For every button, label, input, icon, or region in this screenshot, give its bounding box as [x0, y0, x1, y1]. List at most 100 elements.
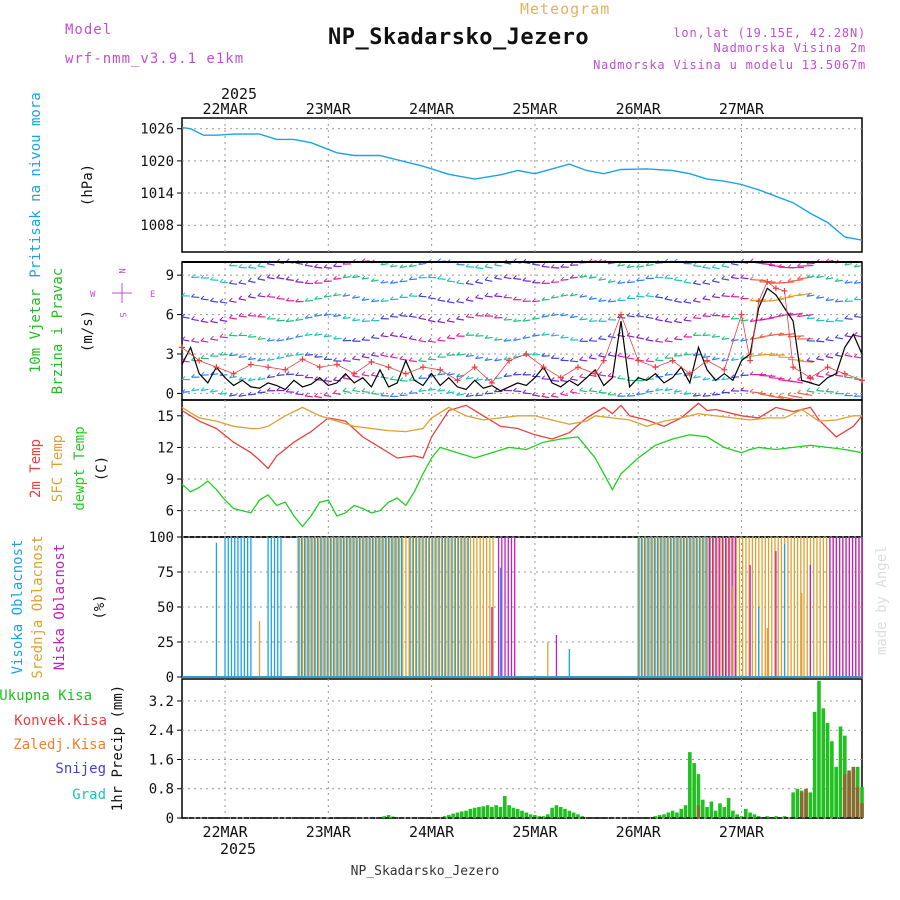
wind-arrow — [759, 374, 776, 377]
wind-arrow-head — [702, 376, 707, 381]
bottom-day-label: 23MAR — [306, 823, 352, 841]
wind-arrow-head — [484, 292, 489, 297]
wind-arrow-head — [285, 336, 290, 340]
wind-arrow — [333, 392, 341, 396]
precip-bar — [546, 814, 550, 818]
wind-arrow — [409, 278, 418, 281]
wind-arrow — [475, 356, 484, 360]
wind-arrow-head — [295, 278, 299, 283]
wind-arrow — [229, 282, 238, 285]
wind-arrow — [210, 390, 218, 393]
precip-bar — [670, 810, 675, 818]
wind-arrow-head — [674, 276, 678, 281]
wind-arrow-head — [816, 387, 820, 391]
wind-arrow-head — [617, 262, 621, 267]
wind-arrow-head — [276, 295, 281, 299]
wind-arrow-head — [266, 337, 271, 342]
wind-arrow — [437, 339, 446, 342]
precip-bar — [718, 803, 722, 818]
wind-arrow — [797, 360, 814, 364]
wind-arrow — [314, 395, 323, 399]
wind-arrow-head — [361, 353, 366, 358]
wind-arrow — [532, 300, 541, 303]
wind-arrow — [768, 376, 785, 380]
wind-arrow-head — [371, 351, 375, 356]
wind-arrow-head — [247, 333, 252, 338]
wind-arrow-head — [636, 312, 640, 317]
wind-arrow — [636, 265, 644, 268]
wind-arrow-head — [636, 263, 640, 268]
wind-arrow-head — [655, 387, 659, 392]
wind-arrow-head — [427, 337, 432, 342]
wind-arrow-head — [238, 312, 243, 317]
wind-arrow — [276, 339, 285, 342]
wind-arrow — [636, 315, 645, 318]
wind-arrow — [267, 358, 275, 362]
wind-arrow — [683, 281, 692, 284]
wind-arrow-head — [247, 312, 252, 316]
wind-arrow-head — [456, 298, 460, 302]
wind-arrow-head — [674, 388, 678, 393]
wind-arrow-head — [408, 312, 413, 317]
wind-arrow — [607, 335, 616, 339]
precip-bar — [756, 816, 761, 818]
wind-arrow — [835, 279, 843, 283]
wind-arrow-head — [200, 371, 205, 376]
wind-arrow — [229, 376, 237, 379]
wind-arrow — [465, 394, 474, 398]
wind-arrow-head — [314, 263, 318, 268]
temp2m-line — [181, 402, 863, 470]
wind-arrow-head — [626, 264, 631, 268]
wind-arrow-head — [475, 377, 479, 381]
bottom-day-label: 24MAR — [409, 823, 455, 841]
precip-bar — [838, 726, 843, 818]
wind-arrow — [816, 389, 825, 392]
wind-arrow — [229, 300, 237, 303]
wind-arrow — [778, 395, 794, 400]
wind-arrow — [522, 280, 531, 282]
precip-bar — [795, 788, 800, 818]
precip-bar — [472, 807, 477, 818]
wind-arrow — [314, 379, 323, 381]
wind-arrow — [645, 339, 654, 342]
wind-arrow — [702, 334, 711, 337]
wind-arrow — [475, 297, 484, 300]
wind-arrow — [769, 354, 786, 356]
top-day-label: 24MAR — [409, 100, 455, 118]
bottom-day-label: 22MAR — [202, 823, 248, 841]
wind-arrow — [579, 389, 588, 393]
wind-arrow — [267, 295, 276, 298]
wind-arrow-head — [361, 318, 366, 322]
wind-arrow — [456, 393, 465, 396]
wind-arrow — [456, 300, 464, 304]
gust-markers — [179, 278, 865, 386]
wind-arrow-head — [285, 388, 290, 393]
wind-arrow — [759, 262, 775, 266]
wind-arrow — [693, 265, 702, 267]
wind-arrow — [219, 319, 228, 322]
y-tick-label: 12 — [157, 440, 174, 456]
wind-arrow — [352, 275, 360, 279]
precip-bar — [550, 807, 554, 818]
wind-arrow-head — [323, 278, 328, 282]
wind-arrow-head — [825, 353, 830, 357]
wind-arrow-head — [806, 337, 811, 342]
wind-arrow — [570, 315, 578, 319]
y-tick-label: 25 — [157, 635, 174, 651]
wind-arrow-head — [181, 313, 186, 318]
wind-arrow-head — [806, 315, 811, 320]
wind-arrow-head — [531, 279, 536, 284]
wind-arrow — [579, 275, 588, 278]
wind-arrow-head — [816, 274, 820, 278]
wind-arrow — [238, 298, 247, 301]
wind-arrow — [399, 280, 408, 283]
wind-arrow — [825, 356, 834, 359]
wind-arrow-head — [475, 294, 479, 299]
wind-arrow-head — [475, 278, 479, 283]
wind-arrow — [323, 295, 332, 298]
wind-arrow — [456, 282, 465, 285]
sfc-temp-line — [181, 406, 862, 433]
wind-arrow-head — [408, 376, 413, 381]
wind-arrow-head — [513, 354, 517, 358]
wind-arrow — [390, 334, 398, 338]
